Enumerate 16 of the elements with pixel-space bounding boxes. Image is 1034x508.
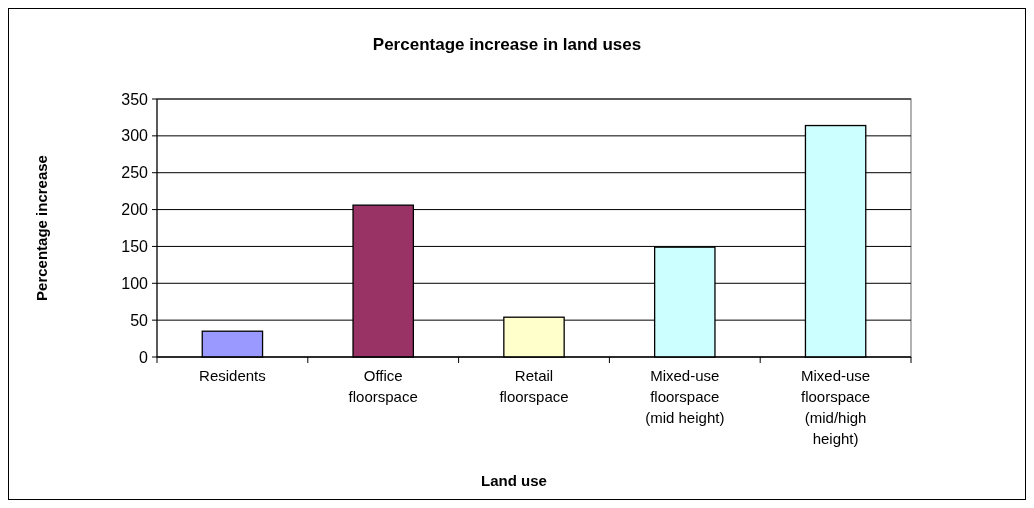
y-tick-label: 200 (121, 201, 149, 219)
x-tick-label: Office floorspace (348, 367, 418, 405)
y-axis-title: Percentage increase (33, 155, 50, 301)
x-tick-label: Mixed-use floorspace (mid/high height) (800, 367, 871, 447)
y-tick-label: 350 (121, 90, 149, 108)
chart-title: Percentage increase in land uses (372, 35, 642, 54)
y-tick-label: 300 (121, 127, 149, 145)
x-tick-label: Retail floorspace (499, 367, 569, 405)
x-tick-label: Mixed-use floorspace (mid height) (645, 367, 725, 426)
y-tick-label: 250 (121, 164, 149, 182)
y-tick-label: 50 (130, 311, 149, 329)
y-tick-label: 100 (121, 274, 149, 292)
y-tick-label: 0 (139, 348, 149, 366)
x-tick-label: Residents (199, 367, 266, 384)
y-tick-label: 150 (121, 238, 149, 256)
x-axis-title: Land use (481, 472, 547, 489)
